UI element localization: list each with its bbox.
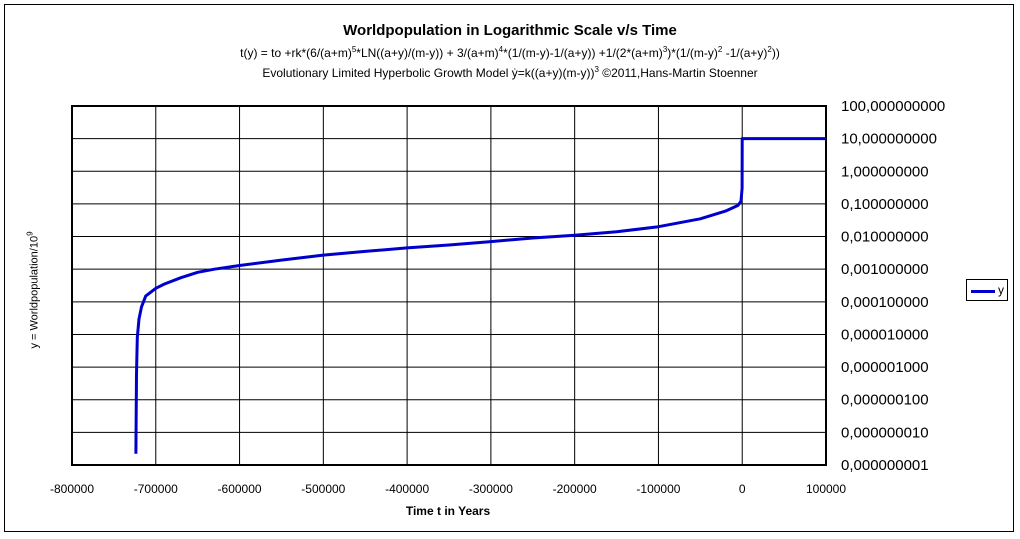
x-tick-label: 0 <box>739 482 746 496</box>
x-axis-label: Time t in Years <box>405 504 491 518</box>
formula-part-6: )) <box>771 46 780 60</box>
formula-sup-5: 2 <box>767 45 772 54</box>
y-tick-label: 0,010000000 <box>841 229 929 246</box>
plot-background <box>71 105 827 466</box>
y-axis-label: y = Worldpopulation/109 <box>26 231 41 348</box>
model-part-2: ©2011,Hans-Martin Stoenner <box>598 66 758 80</box>
x-tick-label: -100000 <box>636 482 680 496</box>
chart-formula-subtitle: t(y) = to +rk*(6/(a+m)5*LN((a+y)/(m-y)) … <box>0 45 1020 60</box>
formula-sup-1: 5 <box>351 45 357 54</box>
x-tick-label: -500000 <box>301 482 345 496</box>
series-line-y <box>134 137 826 454</box>
formula-part-2: *LN((a+y)/(m-y)) + 3/(a+m) <box>356 46 499 60</box>
y-tick-label: 10,000000000 <box>841 131 937 148</box>
y-tick-label: 0,000000010 <box>841 424 929 441</box>
y-axis-label-sup: 9 <box>25 231 35 236</box>
x-tick-label: -200000 <box>553 482 597 496</box>
y-tick-label: 100,000000000 <box>841 98 945 115</box>
x-tick-label: -300000 <box>469 482 513 496</box>
y-tick-label: 0,000000100 <box>841 392 929 409</box>
y-tick-label: 0,100000000 <box>841 196 929 213</box>
formula-sup-2: 4 <box>498 45 504 54</box>
x-tick-label: -600000 <box>218 482 262 496</box>
formula-part-5: -1/(a+y) <box>722 46 768 60</box>
x-tick-label: -800000 <box>50 482 94 496</box>
chart-frame <box>4 4 1014 532</box>
y-tick-label: 0,000001000 <box>841 359 929 376</box>
legend-swatch <box>971 290 995 293</box>
formula-part-1: t(y) = to +rk*(6/(a+m) <box>240 46 352 60</box>
y-tick-label: 0,000000001 <box>841 457 929 474</box>
formula-sup-4: 2 <box>717 45 723 54</box>
chart-title: Worldpopulation in Logarithmic Scale v/s… <box>343 22 677 39</box>
formula-part-4: )*(1/(m-y) <box>667 46 718 60</box>
formula-part-3: *(1/(m-y)-1/(a+y)) +1/(2*(a+m) <box>503 46 663 60</box>
y-tick-labels: 100,000000000 10,000000000 1,000000000 0,10… <box>841 98 945 474</box>
x-tick-label: 100000 <box>806 482 846 496</box>
legend: y <box>966 279 1008 301</box>
y-tick-label: 0,000010000 <box>841 326 929 343</box>
x-tick-label: -400000 <box>385 482 429 496</box>
chart-model-subtitle: Evolutionary Limited Hyperbolic Growth M… <box>0 65 1020 80</box>
y-axis-label-text: y = Worldpopulation/10 <box>28 235 41 349</box>
y-tick-label: 0,000100000 <box>841 294 929 311</box>
formula-sup-3: 3 <box>662 45 668 54</box>
grid <box>72 106 826 465</box>
legend-label: y <box>998 283 1004 297</box>
y-tick-label: 0,001000000 <box>841 261 929 278</box>
y-tick-label: 1,000000000 <box>841 163 929 180</box>
x-tick-labels: -800000 -700000 -600000 -500000 -400000 -3000… <box>50 482 846 496</box>
x-tick-label: -700000 <box>134 482 178 496</box>
model-part-1: Evolutionary Limited Hyperbolic Growth M… <box>262 66 595 80</box>
model-sup-1: 3 <box>594 65 599 74</box>
